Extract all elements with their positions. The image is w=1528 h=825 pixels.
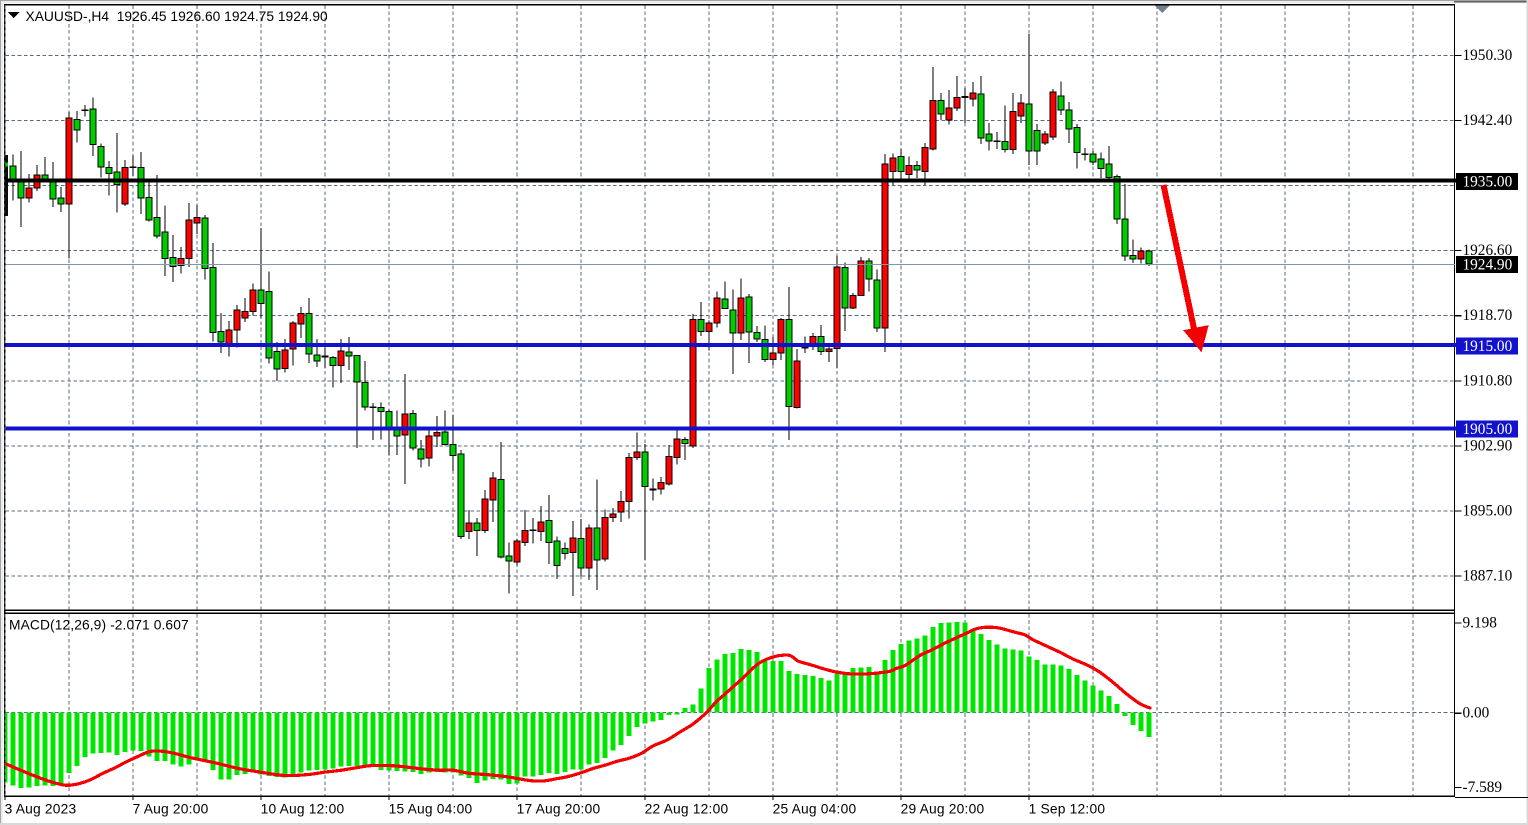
svg-text:MACD(12,26,9) -2.071 0.607: MACD(12,26,9) -2.071 0.607 <box>9 618 189 633</box>
svg-text:1935.00: 1935.00 <box>1463 174 1513 191</box>
svg-text:29 Aug 20:00: 29 Aug 20:00 <box>901 802 985 817</box>
svg-text:-7.589: -7.589 <box>1463 779 1503 796</box>
svg-text:9.198: 9.198 <box>1463 615 1498 632</box>
svg-text:17 Aug 20:00: 17 Aug 20:00 <box>517 802 601 817</box>
svg-text:22 Aug 12:00: 22 Aug 12:00 <box>645 802 729 817</box>
svg-text:1924.90: 1924.90 <box>1463 257 1513 274</box>
svg-text:1887.10: 1887.10 <box>1463 568 1513 585</box>
svg-text:1918.70: 1918.70 <box>1463 307 1513 324</box>
svg-text:1915.00: 1915.00 <box>1463 338 1513 355</box>
svg-text:25 Aug 04:00: 25 Aug 04:00 <box>773 802 857 817</box>
svg-text:15 Aug 04:00: 15 Aug 04:00 <box>389 802 473 817</box>
svg-text:3 Aug 2023: 3 Aug 2023 <box>5 802 77 817</box>
svg-text:XAUUSD-,H4 1926.45 1926.60 19: XAUUSD-,H4 1926.45 1926.60 1924.75 1924.… <box>26 9 329 24</box>
svg-text:1905.00: 1905.00 <box>1463 421 1513 438</box>
svg-text:0.00: 0.00 <box>1463 705 1490 722</box>
svg-text:1942.40: 1942.40 <box>1463 112 1513 129</box>
svg-text:1926.60: 1926.60 <box>1463 242 1513 259</box>
svg-text:1895.00: 1895.00 <box>1463 502 1513 519</box>
svg-text:10 Aug 12:00: 10 Aug 12:00 <box>261 802 345 817</box>
svg-text:1910.80: 1910.80 <box>1463 372 1513 389</box>
svg-text:1950.30: 1950.30 <box>1463 47 1513 64</box>
svg-text:1902.90: 1902.90 <box>1463 437 1513 454</box>
svg-text:7 Aug 20:00: 7 Aug 20:00 <box>133 802 209 817</box>
svg-text:1 Sep 12:00: 1 Sep 12:00 <box>1029 802 1106 817</box>
